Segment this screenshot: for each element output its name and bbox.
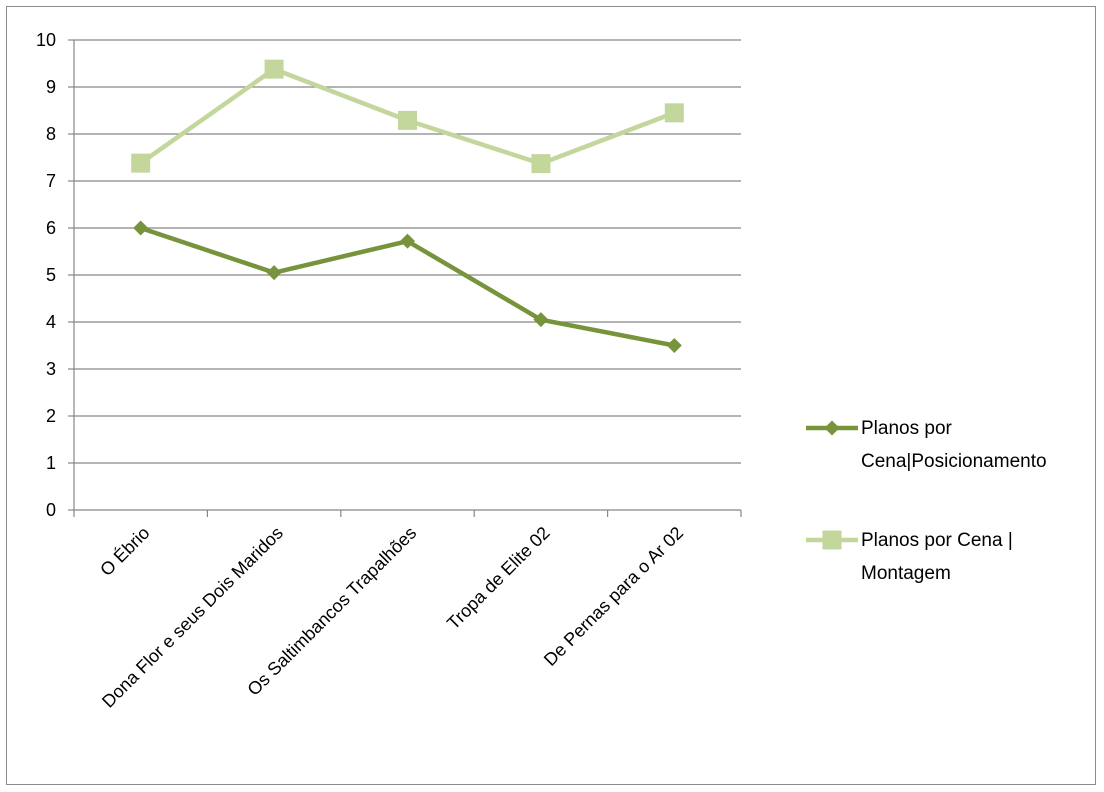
series-2 xyxy=(131,59,684,174)
data-point xyxy=(666,338,682,353)
data-point xyxy=(664,103,684,123)
legend-entry-1: Planos por Cena|Posicionamento xyxy=(806,418,1047,472)
legend: Planos por Cena|Posicionamento Planos por … xyxy=(806,418,1047,584)
x-tick-label: O Ébrio xyxy=(96,523,153,580)
data-point xyxy=(131,153,151,173)
series-layer xyxy=(131,59,684,353)
legend-label: Planos por Cena | xyxy=(861,530,1013,551)
x-tick-label: Tropa de Elite 02 xyxy=(443,523,554,634)
y-tick-label: 5 xyxy=(46,265,56,285)
data-point xyxy=(533,312,549,328)
y-tick-label: 8 xyxy=(46,124,56,144)
y-tick-label: 2 xyxy=(46,406,56,426)
data-point xyxy=(266,265,282,281)
y-tick-label: 4 xyxy=(46,312,56,332)
legend-label: Montagem xyxy=(861,563,951,584)
y-tick-label: 10 xyxy=(36,30,56,50)
y-axis-tick-labels: 0 1 2 3 4 5 6 7 8 9 10 xyxy=(36,30,56,520)
data-point xyxy=(400,233,415,249)
y-tick-label: 9 xyxy=(46,77,56,97)
series-1 xyxy=(133,220,682,353)
x-tick-label: De Pernas para o Ar 02 xyxy=(540,523,687,670)
legend-marker xyxy=(824,420,840,436)
axes xyxy=(68,39,742,517)
y-tick-label: 0 xyxy=(46,500,56,520)
chart-frame xyxy=(6,6,1096,785)
data-point xyxy=(133,220,149,236)
legend-label: Cena|Posicionamento xyxy=(861,451,1047,472)
legend-marker xyxy=(822,530,842,550)
data-point xyxy=(264,59,284,79)
y-tick-label: 7 xyxy=(46,171,56,191)
y-tick-label: 1 xyxy=(46,453,56,473)
gridlines xyxy=(74,39,741,464)
legend-label: Planos por xyxy=(861,418,953,439)
data-point xyxy=(531,154,551,174)
legend-entry-2: Planos por Cena | Montagem xyxy=(806,530,1013,584)
data-point xyxy=(398,110,417,130)
y-tick-label: 3 xyxy=(46,359,56,379)
y-tick-label: 6 xyxy=(46,218,56,238)
